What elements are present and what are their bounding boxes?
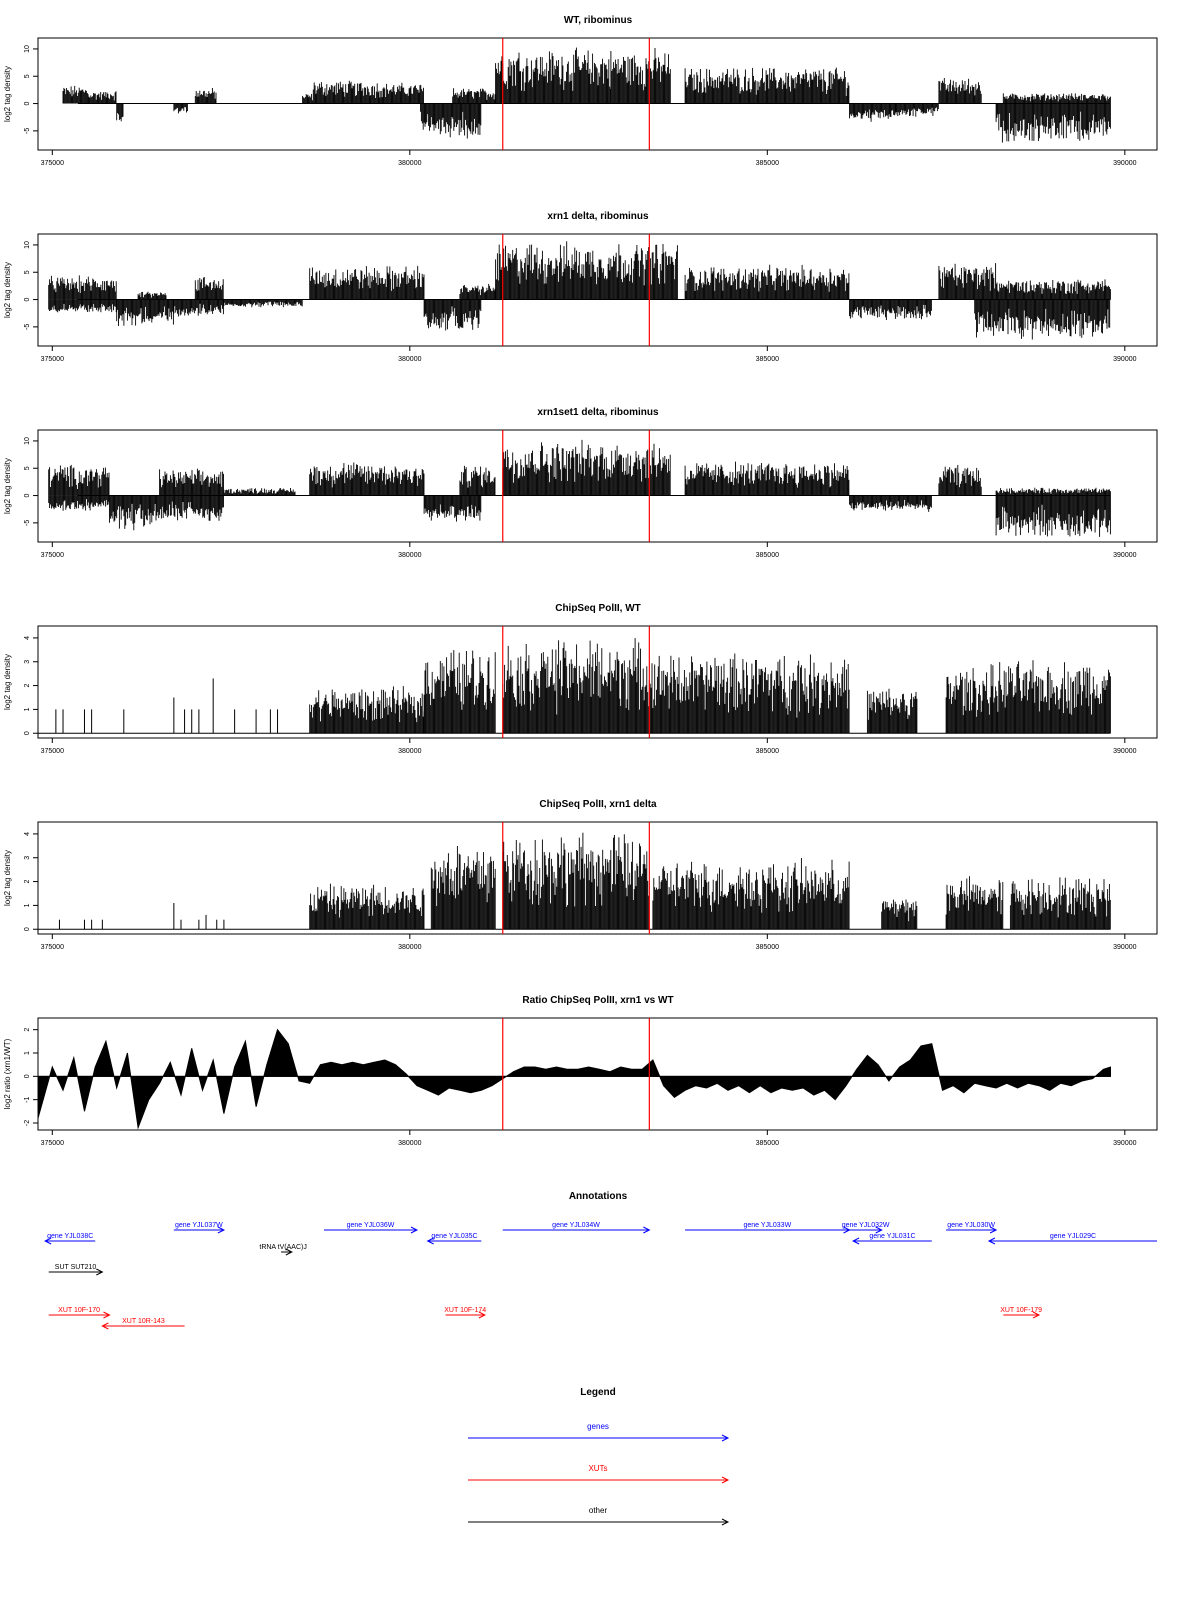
panel-title: xrn1set1 delta, ribominus (537, 407, 659, 418)
y-tick-label: 5 (24, 270, 31, 274)
plot-frame (37, 625, 1158, 739)
y-tick-label: -5 (24, 128, 31, 134)
x-tick-label: 380000 (398, 356, 421, 363)
x-tick-label: 385000 (756, 552, 779, 559)
x-tick-label: 380000 (398, 160, 421, 167)
y-tick-label: 0 (24, 102, 31, 106)
y-tick-label: 0 (24, 927, 31, 931)
x-tick-label: 375000 (41, 160, 64, 167)
x-tick-label: 390000 (1113, 552, 1136, 559)
plot-frame (37, 821, 1158, 935)
data-layer (62, 47, 1111, 143)
panel-title: WT, ribominus (564, 15, 633, 26)
plot-frame (37, 37, 1158, 151)
x-tick-label: 385000 (756, 748, 779, 755)
y-tick-label: -5 (24, 520, 31, 526)
y-axis-label: log2 tag density (3, 654, 12, 710)
y-tick-label: 3 (24, 660, 31, 664)
panel-pol2_xrn1: ChipSeq PolII, xrn1 delta log2 tag densit… (3, 799, 1158, 951)
panel-title: ChipSeq PolII, xrn1 delta (539, 799, 657, 810)
panel-xrn1set1: xrn1set1 delta, ribominus log2 tag densit… (3, 407, 1158, 559)
x-tick-label: 380000 (398, 552, 421, 559)
data-layer (38, 638, 1111, 734)
x-tick-label: 375000 (41, 944, 64, 951)
plot-frame (37, 233, 1158, 347)
x-tick-label: 375000 (41, 552, 64, 559)
y-tick-label: -5 (24, 324, 31, 330)
y-tick-label: 0 (24, 731, 31, 735)
y-tick-label: 5 (24, 466, 31, 470)
x-tick-label: 390000 (1113, 944, 1136, 951)
x-tick-label: 390000 (1113, 160, 1136, 167)
y-tick-label: 2 (24, 684, 31, 688)
y-tick-label: 1 (24, 903, 31, 907)
y-tick-label: 1 (24, 707, 31, 711)
y-tick-label: 2 (24, 880, 31, 884)
x-tick-label: 375000 (41, 748, 64, 755)
panel-pol2_wt: ChipSeq PolII, WT log2 tag density 0 1 2 3 4 37… (3, 603, 1158, 755)
x-tick-label: 380000 (398, 748, 421, 755)
y-axis-label: log2 tag density (3, 850, 12, 906)
panel-xrn1: xrn1 delta, ribominus log2 tag density -5 0… (3, 211, 1158, 363)
y-tick-label: 10 (24, 241, 31, 249)
x-tick-label: 385000 (756, 944, 779, 951)
y-tick-label: 4 (24, 832, 31, 836)
y-tick-label: 4 (24, 636, 31, 640)
y-tick-label: 5 (24, 74, 31, 78)
x-tick-label: 380000 (398, 944, 421, 951)
data-layer (48, 439, 1111, 537)
y-tick-label: 3 (24, 856, 31, 860)
plot-frame (37, 429, 1158, 543)
panel-title: ChipSeq PolII, WT (555, 603, 641, 614)
x-tick-label: 375000 (41, 356, 64, 363)
y-axis-label: log2 tag density (3, 262, 12, 318)
x-tick-label: 390000 (1113, 748, 1136, 755)
x-tick-label: 390000 (1113, 356, 1136, 363)
panel-wt: WT, ribominus log2 tag density -5 0 5 10 37500… (3, 15, 1158, 167)
data-layer (48, 241, 1111, 340)
panel-title: xrn1 delta, ribominus (547, 211, 649, 222)
y-tick-label: 10 (24, 437, 31, 445)
y-tick-label: 10 (24, 45, 31, 53)
y-axis-label: log2 tag density (3, 66, 12, 122)
x-tick-label: 385000 (756, 356, 779, 363)
y-tick-label: 0 (24, 298, 31, 302)
y-tick-label: 0 (24, 494, 31, 498)
data-layer (38, 832, 1111, 930)
x-tick-label: 385000 (756, 160, 779, 167)
y-axis-label: log2 tag density (3, 458, 12, 514)
